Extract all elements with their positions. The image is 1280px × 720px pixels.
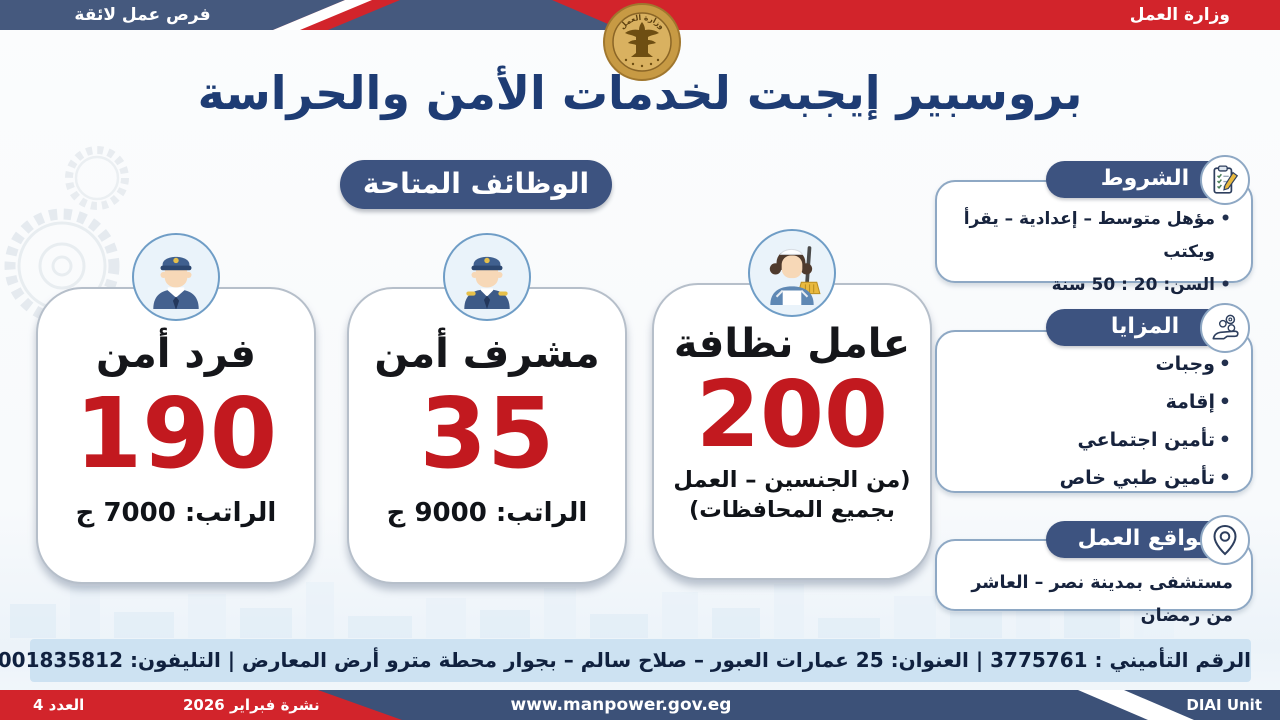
job-count: 35 <box>419 377 555 490</box>
checklist-icon <box>1200 155 1250 205</box>
footer-bar: العدد 4 نشرة فبراير 2026 www.manpower.go… <box>0 690 1280 720</box>
job-count: 190 <box>74 377 278 490</box>
city-skyline <box>0 574 1280 638</box>
job-salary: الراتب: 7000 ج <box>75 498 277 528</box>
condition-item: السن: 20 ‏: 50 سنة <box>947 269 1231 302</box>
security-guard-icon <box>132 233 220 321</box>
condition-item: مؤهل متوسط – إعدادية – يقرأ ويكتب <box>947 203 1231 269</box>
cleaner-icon <box>748 229 836 317</box>
job-count: 200 <box>695 361 889 468</box>
benefit-item: تأمين اجتماعي <box>947 421 1231 459</box>
benefit-item: تأمين طبي خاص <box>947 459 1231 497</box>
gear-icon <box>4 146 129 324</box>
contact-bar: الرقم التأميني : 3775761 | العنوان: 25 ع… <box>0 639 1251 682</box>
job-card-cleaner: عامل نظافة 200 (من الجنسين – العمل بجميع… <box>652 229 932 580</box>
location-pin-icon <box>1200 515 1250 565</box>
benefit-item: إقامة <box>947 383 1231 421</box>
location-item: مستشفى بمدينة نصر – العاشر من رمضان <box>971 573 1233 626</box>
ministry-label: وزارة العمل <box>1129 5 1230 25</box>
job-card-security-guard: فرد أمن 190 الراتب: 7000 ج <box>36 233 316 584</box>
issue-label: العدد 4 <box>33 696 85 714</box>
website-url: www.manpower.gov.eg <box>510 695 732 715</box>
available-jobs-badge: الوظائف المتاحة <box>340 160 612 209</box>
security-supervisor-icon <box>443 233 531 321</box>
job-title: عامل نظافة <box>673 321 911 367</box>
panel-benefits: وجبات إقامة تأمين اجتماعي تأمين طبي خاص <box>935 330 1253 497</box>
ministry-logo-icon: وزارة العمل <box>603 3 681 81</box>
decent-work-badge: فرص عمل لائقة <box>74 5 211 25</box>
job-title: فرد أمن <box>96 331 256 377</box>
benefit-item: وجبات <box>947 345 1232 383</box>
unit-label: DIAI Unit <box>1186 696 1262 714</box>
coins-hand-icon <box>1200 303 1250 353</box>
bulletin-label: نشرة فبراير 2026 <box>183 696 320 714</box>
job-title: مشرف أمن <box>374 331 600 377</box>
job-card-security-supervisor: مشرف أمن 35 الراتب: 9000 ج <box>347 233 627 584</box>
job-salary: الراتب: 9000 ج <box>386 498 588 528</box>
job-note: (من الجنسين – العمل بجميع المحافظات) <box>673 467 911 524</box>
